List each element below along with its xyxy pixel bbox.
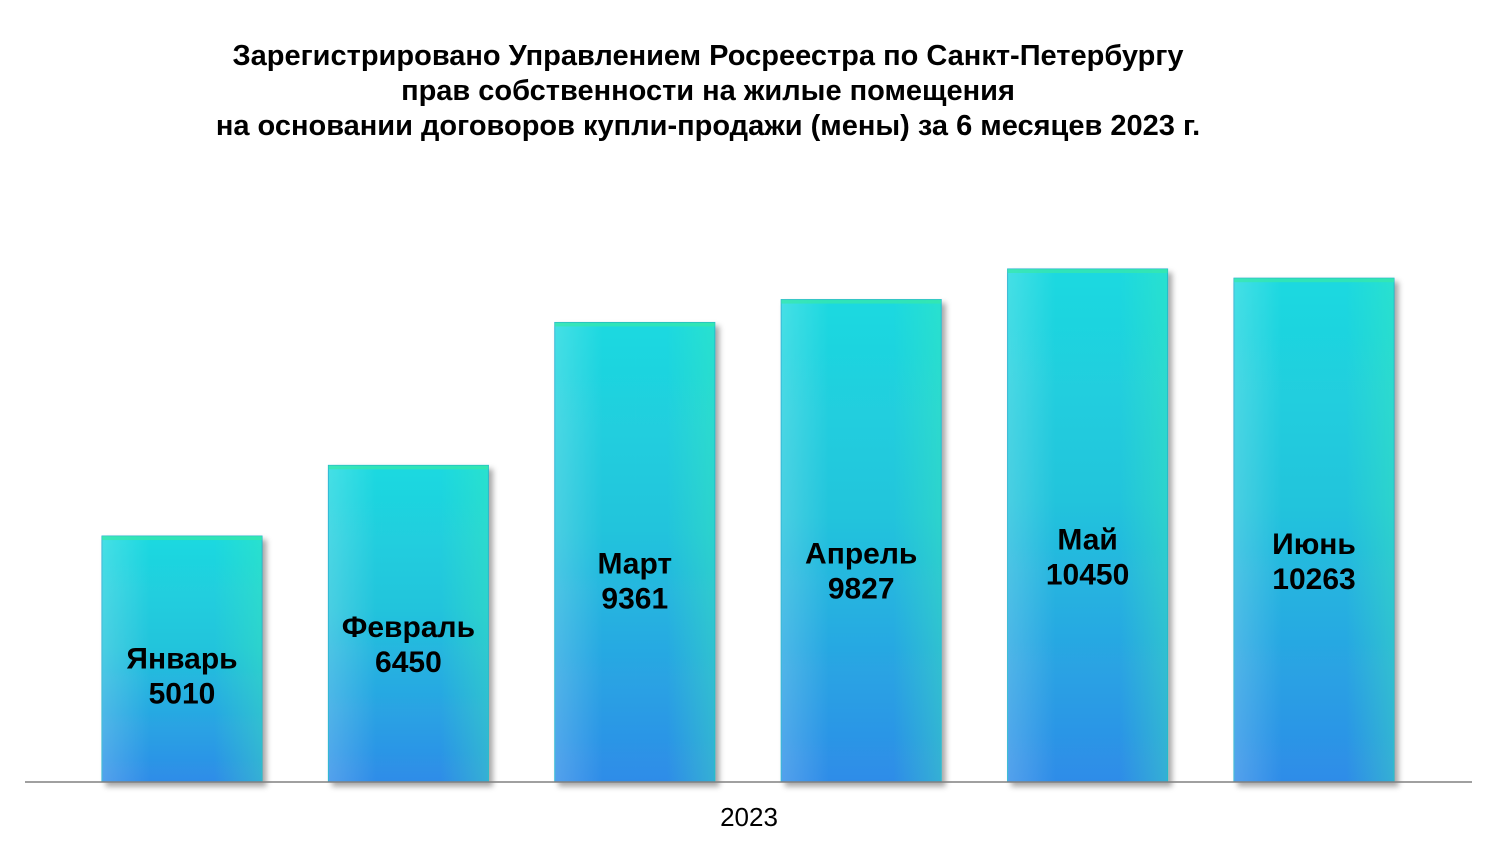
bar-top-edge xyxy=(781,299,942,304)
x-axis-label: 2023 xyxy=(720,802,778,832)
bar-value-label: 10263 xyxy=(1272,563,1355,596)
bar-category-label: Февраль xyxy=(342,611,475,644)
bar-category-label: Июнь xyxy=(1272,528,1356,561)
chart-title-line: прав собственности на жилые помещения xyxy=(401,75,1015,107)
bar-sheen xyxy=(781,299,942,782)
bar-top-edge xyxy=(1234,278,1394,283)
bar-category-label: Апрель xyxy=(805,537,917,570)
bar-sheen xyxy=(554,322,715,782)
bar-category-label: Март xyxy=(597,548,672,581)
bar-value-label: 9827 xyxy=(828,572,895,605)
bar-top-edge xyxy=(554,322,715,327)
bar-category-label: Май xyxy=(1057,524,1117,557)
chart-title-line: на основании договоров купли-продажи (ме… xyxy=(216,110,1200,142)
bar-value-label: 5010 xyxy=(149,678,216,711)
chart-title-line: Зарегистрировано Управлением Росреестра … xyxy=(232,40,1183,72)
chart-title: Зарегистрировано Управлением Росреестра … xyxy=(216,40,1200,142)
bar-category-label: Январь xyxy=(126,643,237,676)
bar-value-label: 6450 xyxy=(375,646,442,679)
bar-sheen xyxy=(328,465,489,782)
bar-top-edge xyxy=(102,536,262,541)
bar-sheen xyxy=(1234,278,1394,782)
bar-value-label: 10450 xyxy=(1046,559,1129,592)
bar-sheen xyxy=(102,536,262,782)
bar-top-edge xyxy=(1007,269,1168,273)
bar-value-label: 9361 xyxy=(601,583,668,616)
bar-top-edge xyxy=(328,465,489,470)
bar-sheen xyxy=(1007,269,1168,782)
